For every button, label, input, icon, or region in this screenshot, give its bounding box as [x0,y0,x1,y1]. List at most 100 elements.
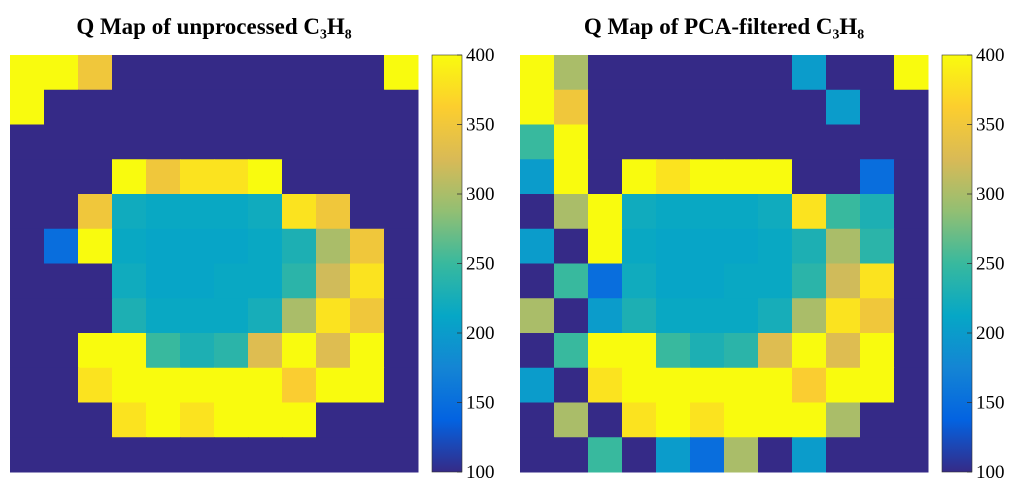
heatmap-cell [10,159,45,195]
heatmap-cell [792,367,827,403]
heatmap-cell [622,124,657,160]
heatmap-cell [826,298,861,334]
heatmap-cell [826,89,861,125]
heatmap-cell [146,228,181,264]
heatmap-cell [112,367,147,403]
heatmap-cell [860,437,895,473]
heatmap-cell [554,333,589,369]
heatmap-cell [44,402,79,438]
heatmap-cell [894,437,929,473]
heatmap-cell [724,89,759,125]
heatmap-cell [350,437,385,473]
heatmap-cell [316,124,351,160]
heatmap-cell [316,159,351,195]
heatmap-cell [44,333,79,369]
heatmap-cell [588,263,623,299]
heatmap-cell [10,298,45,334]
colorbar-tick-label: 200 [466,323,495,344]
heatmap-cell [894,333,929,369]
heatmap-cell [146,89,181,125]
heatmap-cell [10,228,45,264]
heatmap-cell [554,367,589,403]
heatmap-cell [214,124,249,160]
heatmap-cell [384,194,419,230]
heatmap-cell [894,228,929,264]
heatmap-cell [554,89,589,125]
heatmap-cell [248,124,283,160]
heatmap-cell [78,55,113,91]
heatmap-cell [44,124,79,160]
heatmap-cell [112,55,147,91]
heatmap-cell [520,298,555,334]
heatmap-cell [690,263,725,299]
heatmap-cell [758,402,793,438]
heatmap-cell [316,228,351,264]
heatmap-cell [78,402,113,438]
heatmap-cell [622,263,657,299]
heatmap-cell [180,402,215,438]
heatmap-cell [180,333,215,369]
heatmap-cell [554,159,589,195]
heatmap-cell [588,228,623,264]
heatmap-cell [112,437,147,473]
heatmap-cell [690,159,725,195]
heatmap-cell [792,194,827,230]
heatmap-cell [758,124,793,160]
heatmap-cell [792,298,827,334]
heatmap-cell [724,333,759,369]
heatmap-cell [622,333,657,369]
heatmap-cell [656,298,691,334]
heatmap-cell [78,298,113,334]
heatmap-cell [894,402,929,438]
heatmap-cell [758,333,793,369]
heatmap-cell [894,263,929,299]
heatmap-cell [282,124,317,160]
heatmap-cell [214,263,249,299]
heatmap-cell [316,437,351,473]
heatmap-cell [384,437,419,473]
heatmap-cell [146,194,181,230]
colorbar-tick-label: 300 [976,184,1005,205]
heatmap-cell [214,437,249,473]
heatmap-cell [758,298,793,334]
heatmap-cell [316,55,351,91]
heatmap-cell [588,159,623,195]
heatmap-cell [520,333,555,369]
heatmap-cell [146,367,181,403]
heatmap-cell [384,89,419,125]
chart-title: Q Map of PCA-filtered C₃H₈ [584,14,864,39]
heatmap-cell [622,298,657,334]
heatmap-cell [180,298,215,334]
heatmap-cell [588,55,623,91]
heatmap-cell [622,402,657,438]
heatmap-cell [792,333,827,369]
heatmap-cell [112,194,147,230]
heatmap-cell [656,124,691,160]
heatmap-cell [724,194,759,230]
heatmap-cell [894,89,929,125]
heatmap-cell [248,55,283,91]
heatmap-cell [860,298,895,334]
heatmap-cell [860,367,895,403]
heatmap-cell [44,89,79,125]
heatmap-cell [792,437,827,473]
heatmap-cell [248,159,283,195]
heatmap-cell [44,194,79,230]
heatmap-cell [44,55,79,91]
heatmap-cell [350,263,385,299]
heatmap-cell [248,402,283,438]
heatmap-cell [282,228,317,264]
heatmap-cell [44,298,79,334]
heatmap-cell [758,55,793,91]
heatmap-cell [554,402,589,438]
heatmap-cell [146,333,181,369]
heatmap-cell [248,194,283,230]
heatmap-cell [180,194,215,230]
heatmap-cell [724,124,759,160]
heatmap-cell [146,437,181,473]
heatmap-cell [146,263,181,299]
heatmap-cell [350,367,385,403]
heatmap-cell [10,89,45,125]
heatmap-cell [180,228,215,264]
heatmap-cell [588,194,623,230]
